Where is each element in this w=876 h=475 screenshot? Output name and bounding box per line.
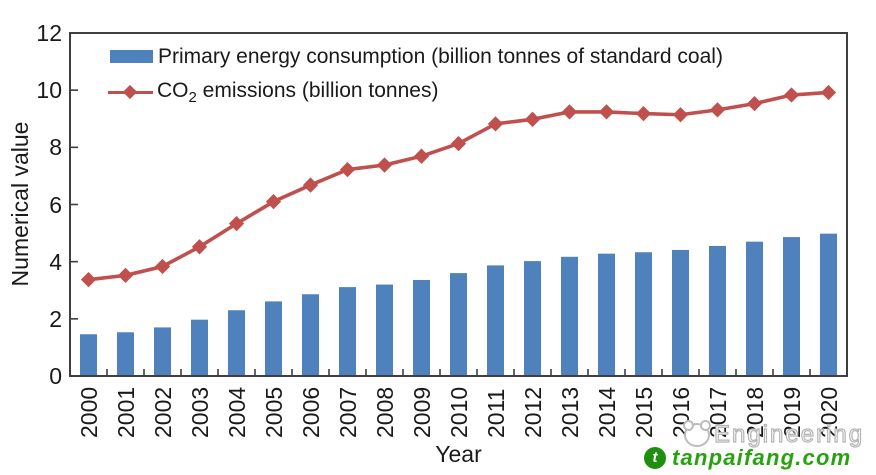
marker-2015 (635, 105, 652, 122)
marker-2019 (783, 87, 800, 103)
marker-2004 (228, 216, 245, 232)
bar-2006 (302, 294, 319, 376)
y-tick-label-4: 4 (49, 248, 62, 275)
marker-2011 (487, 116, 504, 132)
x-tick-label-2000: 2000 (75, 386, 102, 438)
bar-2019 (783, 237, 800, 376)
x-tick-label-2011: 2011 (482, 388, 509, 438)
bar-2005 (265, 301, 282, 376)
y-axis-title: Numerical value (7, 121, 33, 287)
bar-2002 (154, 327, 171, 376)
bar-2004 (228, 310, 245, 376)
x-tick-label-2015: 2015 (630, 386, 657, 438)
x-tick-label-2006: 2006 (297, 386, 324, 438)
legend-item-energy: Primary energy consumption (billion tonn… (110, 44, 723, 69)
marker-2012 (524, 111, 541, 127)
legend-bar-swatch (110, 50, 153, 63)
x-tick-label-2009: 2009 (408, 386, 435, 438)
marker-2020 (820, 84, 837, 101)
bar-2014 (598, 253, 615, 376)
y-tick-label-8: 8 (49, 134, 62, 161)
x-tick-label-2014: 2014 (593, 386, 620, 438)
x-tick-label-2010: 2010 (445, 386, 472, 438)
legend-item-co2: CO2 emissions (billion tonnes) (108, 79, 438, 106)
bar-2015 (635, 252, 652, 376)
site-watermark-text: tanpaifang.com (672, 445, 852, 470)
bar-2013 (561, 256, 578, 376)
marker-2010 (450, 135, 467, 152)
bar-2020 (820, 233, 837, 376)
bar-2010 (450, 273, 467, 376)
x-tick-label-2001: 2001 (112, 386, 139, 438)
bar-2009 (413, 279, 430, 376)
x-tick-label-2007: 2007 (334, 386, 361, 438)
engineering-watermark-text: Engineering (713, 420, 865, 448)
bar-2000 (80, 334, 97, 376)
marker-2006 (302, 177, 319, 193)
marker-2017 (709, 102, 726, 118)
marker-2014 (598, 104, 615, 120)
plot-frame (69, 32, 848, 377)
y-tick-label-6: 6 (49, 191, 62, 218)
bar-2018 (746, 241, 763, 376)
x-tick-label-2003: 2003 (186, 386, 213, 438)
marker-2000 (80, 272, 97, 288)
bar-2011 (487, 265, 504, 376)
y-tick-label-0: 0 (49, 363, 62, 389)
bar-2017 (709, 245, 726, 376)
x-tick-label-2004: 2004 (223, 386, 250, 438)
marker-2003 (191, 239, 208, 255)
bar-2003 (191, 319, 208, 376)
x-tick-label-2005: 2005 (260, 386, 287, 438)
x-tick-label-2013: 2013 (556, 386, 583, 438)
legend-diamond-marker-icon (122, 84, 138, 100)
marker-2009 (413, 148, 430, 164)
tanpaifang-logo-icon: t (644, 447, 666, 469)
legend-label-co2: CO2 emissions (billion tonnes) (157, 79, 438, 106)
co2-suffix-text: emissions (billion tonnes) (196, 78, 439, 102)
bar-2007 (339, 287, 356, 376)
marker-2016 (672, 107, 689, 123)
legend-line-swatch (108, 79, 153, 105)
x-tick-label-2008: 2008 (371, 386, 398, 438)
co2-subscript: 2 (188, 88, 197, 106)
co2-text: CO (157, 78, 189, 102)
marker-2005 (265, 194, 282, 210)
panda-logo-icon (683, 420, 711, 447)
site-watermark: t tanpaifang.com (644, 445, 851, 471)
bar-2001 (117, 332, 134, 376)
marker-2007 (339, 161, 356, 178)
y-tick-label-12: 12 (36, 20, 62, 46)
x-tick-label-2012: 2012 (519, 386, 546, 438)
legend-label-energy: Primary energy consumption (billion tonn… (158, 44, 723, 68)
y-tick-label-10: 10 (36, 77, 62, 104)
bar-2016 (672, 249, 689, 376)
x-tick-label-2002: 2002 (149, 386, 176, 438)
marker-2002 (154, 258, 171, 275)
marker-2001 (117, 267, 134, 284)
marker-2018 (746, 95, 763, 112)
engineering-watermark: Engineering (683, 420, 865, 449)
bar-2008 (376, 284, 393, 376)
marker-2013 (561, 104, 578, 120)
x-axis-title: Year (435, 441, 482, 467)
marker-2008 (376, 157, 393, 173)
bar-2012 (524, 261, 541, 376)
y-tick-label-2: 2 (49, 305, 62, 332)
